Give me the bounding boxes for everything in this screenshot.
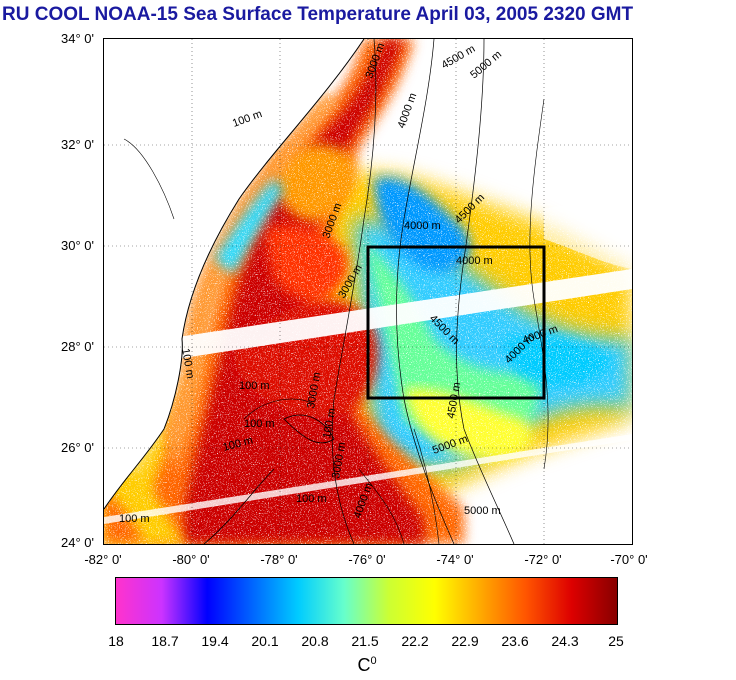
- lon-tick-78: -78° 0': [260, 552, 298, 567]
- colorbar-unit: C0: [357, 655, 377, 675]
- lat-tick-30: 30° 0': [61, 238, 94, 253]
- colorbar-tick: 22.2: [401, 633, 429, 649]
- lat-tick-28: 28° 0': [61, 339, 94, 354]
- lat-tick-32: 32° 0': [61, 137, 94, 152]
- lon-tick-82: -82° 0': [84, 552, 122, 567]
- depth-label: 4000 m: [404, 220, 441, 232]
- lon-tick-80: -80° 0': [172, 552, 210, 567]
- map-title: RU COOL NOAA-15 Sea Surface Temperature …: [2, 4, 634, 25]
- colorbar-tick: 20.1: [251, 633, 279, 649]
- depth-label: 100 m: [179, 347, 196, 379]
- lon-tick-76: -76° 0': [348, 552, 386, 567]
- lat-tick-34: 34° 0': [61, 31, 94, 46]
- colorbar: [115, 577, 618, 625]
- depth-label: 100 m: [296, 493, 327, 505]
- lat-tick-26: 26° 0': [61, 440, 94, 455]
- colorbar-tick: 21.5: [351, 633, 379, 649]
- colorbar-tick: 20.8: [301, 633, 329, 649]
- colorbar-tick: 18: [108, 633, 124, 649]
- colorbar-tick: 23.6: [501, 633, 529, 649]
- study-area-box: [366, 245, 546, 400]
- depth-label: 100 m: [244, 418, 275, 430]
- depth-label: 100 m: [321, 407, 338, 439]
- colorbar-tick: 18.7: [151, 633, 179, 649]
- colorbar-tick: 22.9: [451, 633, 479, 649]
- colorbar-tick: 19.4: [201, 633, 229, 649]
- lon-tick-70: -70° 0': [610, 552, 648, 567]
- lat-tick-24: 24° 0': [61, 535, 94, 550]
- depth-label: 100 m: [119, 513, 150, 525]
- depth-label: 100 m: [239, 380, 270, 392]
- sst-map-canvas: 3000 m 4000 m 4500 m 100 m 4000 m 3000 m…: [104, 39, 632, 544]
- depth-label: 4000 m: [456, 255, 493, 267]
- colorbar-tick: 24.3: [551, 633, 579, 649]
- sst-map[interactable]: 3000 m 4000 m 4500 m 100 m 4000 m 3000 m…: [103, 38, 633, 545]
- lon-tick-72: -72° 0': [524, 552, 562, 567]
- depth-label: 5000 m: [464, 505, 501, 517]
- lon-tick-74: -74° 0': [436, 552, 474, 567]
- colorbar-tick: 25: [608, 633, 624, 649]
